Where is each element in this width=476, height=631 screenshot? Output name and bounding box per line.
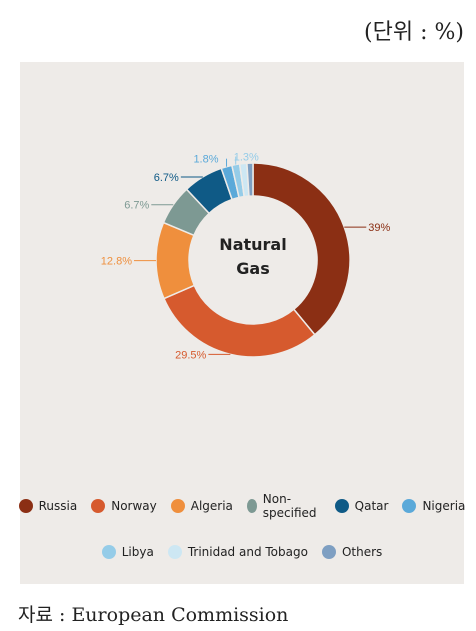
legend-label: Non-specified <box>262 492 317 520</box>
data-label: 1.8% <box>193 154 218 166</box>
legend-swatch <box>246 499 257 513</box>
legend-item: Others <box>321 545 383 559</box>
legend-swatch <box>402 499 417 513</box>
legend-row: Russia Norway Algeria Non-specified Qatar Nig… <box>18 492 465 520</box>
slices-group <box>155 162 351 358</box>
legend-label: Trinidad and Tobago <box>187 545 308 559</box>
legend-swatch <box>91 499 106 513</box>
legend-label: Nigeria <box>422 499 466 513</box>
center-label-line-1: Natural <box>219 235 286 254</box>
chart-panel: 39% 29.5% 12.8% 6.7% 6.7% 1.8% 1.3% Natural Ga… <box>18 62 465 584</box>
slice-norway <box>162 284 316 358</box>
legend-label: Others <box>341 545 383 559</box>
slice-russia <box>252 162 351 336</box>
legend-item: Russia <box>18 499 78 513</box>
legend-label: Algeria <box>190 499 233 513</box>
legend-label: Libya <box>121 545 154 559</box>
legend-item: Trinidad and Tobago <box>167 545 308 559</box>
legend-swatch <box>18 499 33 513</box>
legend-item: Qatar <box>334 499 389 513</box>
center-label-line-2: Gas <box>236 259 269 278</box>
data-label: 29.5% <box>175 349 206 361</box>
legend-label: Russia <box>38 499 78 513</box>
legend-swatch <box>170 499 185 513</box>
legend-label: Norway <box>111 499 157 513</box>
legend-item: Norway <box>91 499 157 513</box>
data-label: 6.7% <box>154 172 179 184</box>
data-label: 6.7% <box>124 200 149 212</box>
legend-swatch <box>334 499 349 513</box>
legend-swatch <box>321 545 336 559</box>
legend: Russia Norway Algeria Non-specified Qatar Nig… <box>18 492 465 584</box>
leader-lines-group: 39% 29.5% 12.8% 6.7% 6.7% 1.8% 1.3% <box>101 152 391 362</box>
data-label: 12.8% <box>101 256 132 268</box>
legend-swatch <box>101 545 116 559</box>
unit-label: (단위 : %) <box>364 20 464 45</box>
data-label: 1.3% <box>234 152 259 164</box>
donut-chart: 39% 29.5% 12.8% 6.7% 6.7% 1.8% 1.3% Natural Ga… <box>101 152 391 362</box>
legend-item: Algeria <box>170 499 233 513</box>
legend-swatch <box>167 545 182 559</box>
slice-others <box>246 162 254 197</box>
legend-item: Nigeria <box>402 499 465 513</box>
source-label: 자료 : European Commission <box>18 604 289 626</box>
legend-label: Qatar <box>354 499 389 513</box>
legend-item: Non-specified <box>246 492 321 520</box>
slice-algeria <box>155 221 196 300</box>
legend-item: Libya <box>101 545 154 559</box>
legend-row: Libya Trinidad and Tobago Others <box>20 545 464 559</box>
data-label: 39% <box>368 222 390 234</box>
